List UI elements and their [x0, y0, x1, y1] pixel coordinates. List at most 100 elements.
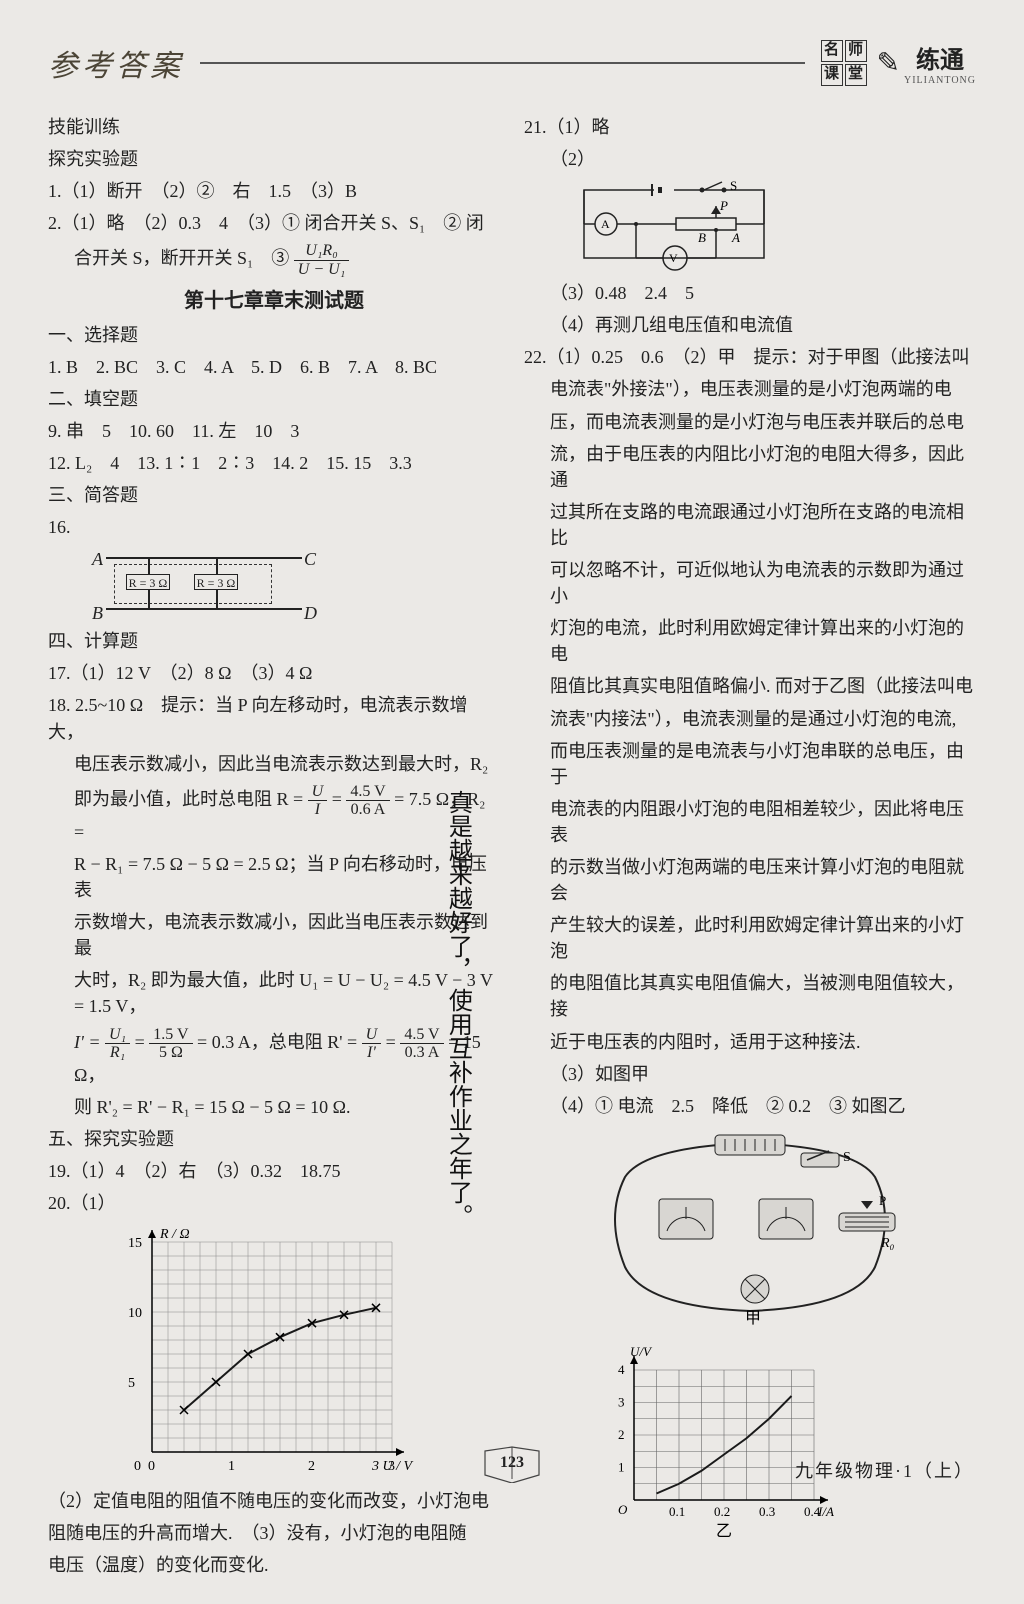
q16-label: 16. [48, 514, 500, 540]
node-label: A [92, 546, 103, 572]
node-label: B [92, 600, 103, 626]
page-header: 参考答案 名 师 课 堂 ✎ 练通 YILIANTONG [48, 40, 976, 86]
answer-line: 1.（1）断开 （2）② 右 1.5 （3）B [48, 178, 500, 204]
svg-text:P: P [879, 1193, 886, 1208]
answer-line: 电流表"外接法"），电压表测量的是小灯泡两端的电 [524, 376, 976, 402]
answer-line: 19.（1）4 （2）右 （3）0.32 18.75 [48, 1158, 500, 1184]
logo-grid: 名 师 课 堂 [821, 40, 867, 86]
answer-line: I' = U₁R₁ = 1.5 V5 Ω = 0.3 A，总电阻 R' = UI… [48, 1026, 500, 1088]
svg-text:0.3: 0.3 [759, 1504, 775, 1519]
text: = 0.3 A，总电阻 R' = [197, 1032, 362, 1052]
page-number: 123 [483, 1454, 541, 1472]
switch-label: S [730, 178, 737, 193]
svg-text:R / Ω: R / Ω [159, 1227, 190, 1242]
answer-line: （4）再测几组电压值和电流值 [524, 312, 976, 338]
resistor-label: R = 3 Ω [126, 574, 170, 590]
q20-label: 20.（1） [48, 1190, 500, 1216]
answer-line: 1. B 2. BC 3. C 4. A 5. D 6. B 7. A 8. B… [48, 354, 500, 380]
answer-line: 近于电压表的内阻时，适用于这种接法. [524, 1029, 976, 1055]
answer-line: 18. 2.5~10 Ω 提示：当 P 向左移动时，电流表示数增大， [48, 692, 500, 744]
svg-text:V: V [669, 251, 678, 265]
header-rule [200, 62, 805, 64]
denominator: U − U₁ [294, 261, 349, 279]
answer-line: 电压（温度）的变化而变化. [48, 1552, 500, 1578]
denominator: I' [362, 1044, 382, 1062]
skill-training-title: 技能训练 [48, 114, 500, 140]
node-label: C [304, 546, 316, 572]
answer-line: 的示数当做小灯泡两端的电压来计算小灯泡的电阻就会 [524, 854, 976, 906]
answer-line: 示数增大，电流表示数减小，因此当电压表示数达到最 [48, 909, 500, 961]
fraction: U₁R₀ U − U₁ [294, 242, 349, 278]
svg-text:U/V: U/V [630, 1344, 653, 1359]
answer-line: 9. 串 5 10. 60 11. 左 10 3 [48, 418, 500, 444]
answer-line: 电流表的内阻跟小灯泡的电阻相差较少，因此将电压表 [524, 796, 976, 848]
section-heading: 五、探究实验题 [48, 1126, 500, 1152]
section-heading: 二、填空题 [48, 386, 500, 412]
right-column: 21.（1）略 （2） S A [524, 114, 976, 1584]
logo-cell: 课 [821, 64, 843, 86]
svg-text:5: 5 [128, 1376, 135, 1391]
numerator: 1.5 V [149, 1026, 192, 1045]
svg-text:S: S [843, 1150, 851, 1165]
circuit-diagram-q16: A C B D R = 3 Ω R = 3 Ω [68, 546, 338, 622]
text: = [135, 1032, 150, 1052]
denominator: I [308, 801, 328, 819]
answer-line: 则 R'₂ = R' − R₁ = 15 Ω − 5 Ω = 10 Ω. [48, 1094, 500, 1120]
answer-line: 的电阻值比其真实电阻值偏大，当被测电阻值较大，接 [524, 970, 976, 1022]
circuit-diagram-q21: S A P B A [564, 178, 784, 274]
text: = [386, 1032, 401, 1052]
answer-line: 流表"内接法"），电流表测量的是通过小灯泡的电流, [524, 706, 976, 732]
answer-line: （2）定值电阻的阻值不随电压的变化而改变，小灯泡电 [48, 1488, 500, 1514]
svg-text:10: 10 [128, 1306, 142, 1321]
svg-text:4: 4 [618, 1362, 625, 1377]
answer-line: 流，由于电压表的内阻比小灯泡的电阻大得多，因此通 [524, 441, 976, 493]
answer-line: 灯泡的电流，此时利用欧姆定律计算出来的小灯泡的电 [524, 615, 976, 667]
text: 合开关 S，断开开关 S₁ ③ [74, 249, 294, 269]
denominator: R₁ [105, 1044, 130, 1062]
node-label: D [304, 600, 317, 626]
logo-cell: 堂 [845, 64, 867, 86]
resistor-label: R = 3 Ω [194, 574, 238, 590]
answer-line: 21.（1）略 [524, 114, 976, 140]
answer-line: 阻随电压的升高而增大. （3）没有，小灯泡的电阻随 [48, 1520, 500, 1546]
pencil-icon: ✎ [877, 46, 900, 80]
answer-line: 2.（1）略 （2）0.3 4 （3）① 闭合开关 S、S₁ ② 闭 [48, 210, 500, 236]
explore-title: 探究实验题 [48, 146, 500, 172]
answer-line: （2） [524, 146, 976, 172]
answer-line: （3）0.48 2.4 5 [524, 280, 976, 306]
answer-line: 压，而电流表测量的是小灯泡与电压表并联后的总电 [524, 409, 976, 435]
handwritten-text: 使用互补作业之年了。 [444, 988, 470, 1228]
answer-line: 17.（1）12 V （2）8 Ω （3）4 Ω [48, 660, 500, 686]
svg-text:R₀: R₀ [880, 1236, 895, 1251]
svg-text:B: B [698, 230, 706, 245]
brand-name: 练通 [916, 40, 964, 75]
numerator: U₁ [105, 1026, 130, 1045]
answer-line: 大时，R₂ 即为最大值，此时 U₁ = U − U₂ = 4.5 V − 3 V… [48, 967, 500, 1019]
answer-line: 即为最小值，此时总电阻 R = UI = 4.5 V0.6 A = 7.5 Ω，… [48, 783, 500, 845]
answer-line: （4）① 电流 2.5 降低 ② 0.2 ③ 如图乙 [524, 1093, 976, 1119]
section-heading: 四、计算题 [48, 628, 500, 654]
answer-line: 22.（1）0.25 0.6 （2）甲 提示：对于甲图（此接法叫 [524, 344, 976, 370]
svg-text:A: A [601, 217, 610, 231]
brand-pinyin: YILIANTONG [904, 75, 976, 86]
svg-text:0.1: 0.1 [669, 1504, 685, 1519]
answer-line: 阻值比其真实电阻值略偏小. 而对于乙图（此接法叫电 [524, 673, 976, 699]
section-heading: 一、选择题 [48, 322, 500, 348]
denominator: 5 Ω [149, 1044, 192, 1062]
numerator: 4.5 V [346, 783, 389, 802]
numerator: U₁R₀ [294, 242, 349, 261]
handwritten-text: 真是越来越好了， [444, 790, 470, 982]
svg-text:A: A [731, 230, 740, 245]
numerator: U [362, 1026, 382, 1045]
svg-text:3: 3 [618, 1394, 625, 1409]
answer-line: 12. L₂ 4 13. 1∶1 2∶3 14. 2 15. 15 3.3 [48, 450, 500, 476]
answer-line: 而电压表测量的是电流表与小灯泡串联的总电压，由于 [524, 738, 976, 790]
header-logo: 名 师 课 堂 ✎ 练通 YILIANTONG [821, 40, 977, 86]
svg-text:甲: 甲 [745, 1310, 761, 1327]
svg-text:乙: 乙 [716, 1523, 732, 1540]
svg-text:O: O [618, 1502, 628, 1517]
answer-line: （3）如图甲 [524, 1061, 976, 1087]
answer-line: 产生较大的误差，此时利用欧姆定律计算出来的小灯泡 [524, 912, 976, 964]
denominator: 0.6 A [346, 801, 389, 819]
answer-line: R − R₁ = 7.5 Ω − 5 Ω = 2.5 Ω；当 P 向右移动时，电… [48, 851, 500, 903]
